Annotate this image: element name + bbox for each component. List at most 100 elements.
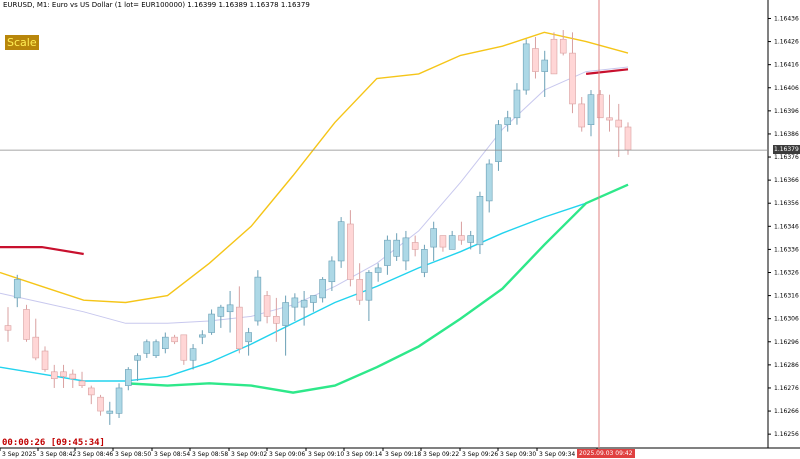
y-tick-label: 1.16286 — [774, 362, 799, 369]
candle-body — [347, 223, 354, 280]
candle-body — [23, 309, 30, 340]
candle-body — [569, 52, 576, 105]
y-tick-label: 1.16306 — [774, 316, 799, 323]
candle-body — [578, 103, 586, 128]
y-tick-label: 1.16296 — [774, 339, 799, 346]
candle-body — [504, 117, 512, 126]
x-tick-label: 3 Sep 2025 — [2, 451, 36, 458]
y-tick-label: 1.16406 — [774, 85, 799, 92]
x-tick-label: 3 Sep 08:50 — [115, 451, 151, 458]
candle-body — [4, 325, 12, 331]
candle-body — [180, 334, 188, 361]
candle-body — [365, 272, 373, 301]
x-tick-label: 3 Sep 08:54 — [154, 451, 190, 458]
candle-body — [550, 38, 558, 75]
scale-badge[interactable]: Scale — [5, 35, 39, 50]
candle-body — [615, 119, 623, 128]
candle-body — [337, 221, 345, 262]
x-tick-label: 3 Sep 09:06 — [269, 451, 305, 458]
current-price-tag: 1.16379 — [773, 145, 800, 154]
candle-timer: 00:00:26 [09:45:34] — [2, 438, 105, 448]
candle-body — [513, 89, 521, 119]
ma-red-line — [585, 68, 629, 75]
candle-body — [217, 306, 225, 317]
candle-body — [13, 279, 21, 299]
candle-body — [541, 59, 549, 72]
y-tick-label: 1.16386 — [774, 131, 799, 138]
candle-body — [69, 373, 77, 380]
candle-body — [430, 228, 437, 248]
chart-title: EURUSD, M1: Euro vs US Dollar (1 lot= EU… — [3, 1, 310, 9]
candle-body — [208, 313, 215, 333]
candle-body — [393, 239, 400, 257]
y-tick-label: 1.16396 — [774, 108, 799, 115]
candle-body — [282, 302, 289, 326]
x-tick-label: 3 Sep 09:10 — [308, 451, 344, 458]
x-tick-label: 3 Sep 09:02 — [231, 451, 267, 458]
candle-body — [106, 410, 114, 414]
candle-body — [384, 239, 391, 266]
candle-body — [236, 306, 243, 350]
y-tick-label: 1.16276 — [774, 385, 799, 392]
y-tick-label: 1.16416 — [774, 62, 799, 69]
candle-body — [152, 341, 160, 356]
candle-body — [439, 235, 447, 248]
y-tick-label: 1.16256 — [774, 431, 799, 438]
vertical-line-time-label: 2025.09.03 09:42 — [577, 449, 635, 458]
x-tick-label: 3 Sep 09:26 — [462, 451, 498, 458]
y-tick-label: 1.16266 — [774, 408, 799, 415]
y-tick-label: 1.16346 — [774, 223, 799, 230]
x-tick-label: 3 Sep 09:18 — [385, 451, 421, 458]
candle-body — [606, 117, 613, 121]
candle-body — [467, 235, 474, 243]
candle-body — [189, 348, 197, 361]
candle-body — [171, 336, 178, 343]
x-tick-label: 3 Sep 08:46 — [77, 451, 113, 458]
candle-body — [273, 316, 280, 324]
x-tick-label: 3 Sep 08:58 — [192, 451, 228, 458]
candle-body — [41, 350, 49, 370]
candle-body — [559, 38, 567, 54]
candle-body — [328, 260, 336, 283]
y-tick-label: 1.16336 — [774, 246, 799, 253]
y-tick-label: 1.16426 — [774, 39, 799, 46]
candle-body — [356, 279, 363, 301]
candle-body — [402, 237, 410, 262]
candle-body — [495, 124, 502, 162]
candle-body — [458, 235, 465, 241]
candle-body — [421, 249, 428, 273]
candle-body — [624, 126, 632, 151]
ma-green-line — [125, 183, 629, 394]
x-tick-label: 3 Sep 09:22 — [423, 451, 459, 458]
candle-body — [448, 235, 456, 250]
ma-red-line — [0, 246, 84, 256]
candle-body — [532, 48, 539, 72]
y-tick-label: 1.16376 — [774, 154, 799, 161]
candle-body — [245, 332, 252, 343]
candle-body — [60, 371, 67, 377]
candle-body — [291, 297, 299, 308]
candle-body — [522, 43, 530, 91]
candle-body — [162, 336, 169, 350]
ma-lavender-line — [0, 66, 629, 324]
candle-body — [87, 387, 95, 396]
candle-body — [199, 334, 206, 338]
y-tick-label: 1.16356 — [774, 200, 799, 207]
candle-body — [310, 295, 317, 303]
candle-body — [319, 279, 326, 299]
candle-body — [134, 355, 141, 361]
candle-body — [374, 267, 382, 273]
candle-body — [226, 304, 234, 313]
candle-body — [587, 94, 595, 126]
candle-body — [300, 299, 308, 308]
candle-body — [596, 94, 604, 119]
y-tick-label: 1.16366 — [774, 177, 799, 184]
candle-body — [124, 369, 132, 386]
candle-body — [32, 336, 40, 359]
y-tick-label: 1.16326 — [774, 269, 799, 276]
x-tick-label: 3 Sep 09:14 — [346, 451, 382, 458]
x-tick-label: 3 Sep 09:30 — [500, 451, 536, 458]
ma-yellow-line — [0, 31, 629, 304]
candle-body — [476, 195, 484, 246]
